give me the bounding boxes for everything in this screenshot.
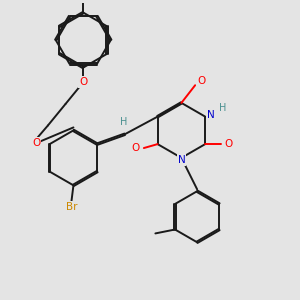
Text: O: O	[197, 76, 205, 86]
Text: O: O	[32, 138, 40, 148]
Text: O: O	[225, 139, 233, 149]
Text: O: O	[131, 143, 139, 153]
Text: Br: Br	[66, 202, 77, 212]
Text: O: O	[79, 77, 87, 87]
Text: N: N	[178, 155, 185, 165]
Text: H: H	[120, 116, 127, 127]
Text: H: H	[219, 103, 226, 113]
Text: N: N	[207, 110, 215, 120]
